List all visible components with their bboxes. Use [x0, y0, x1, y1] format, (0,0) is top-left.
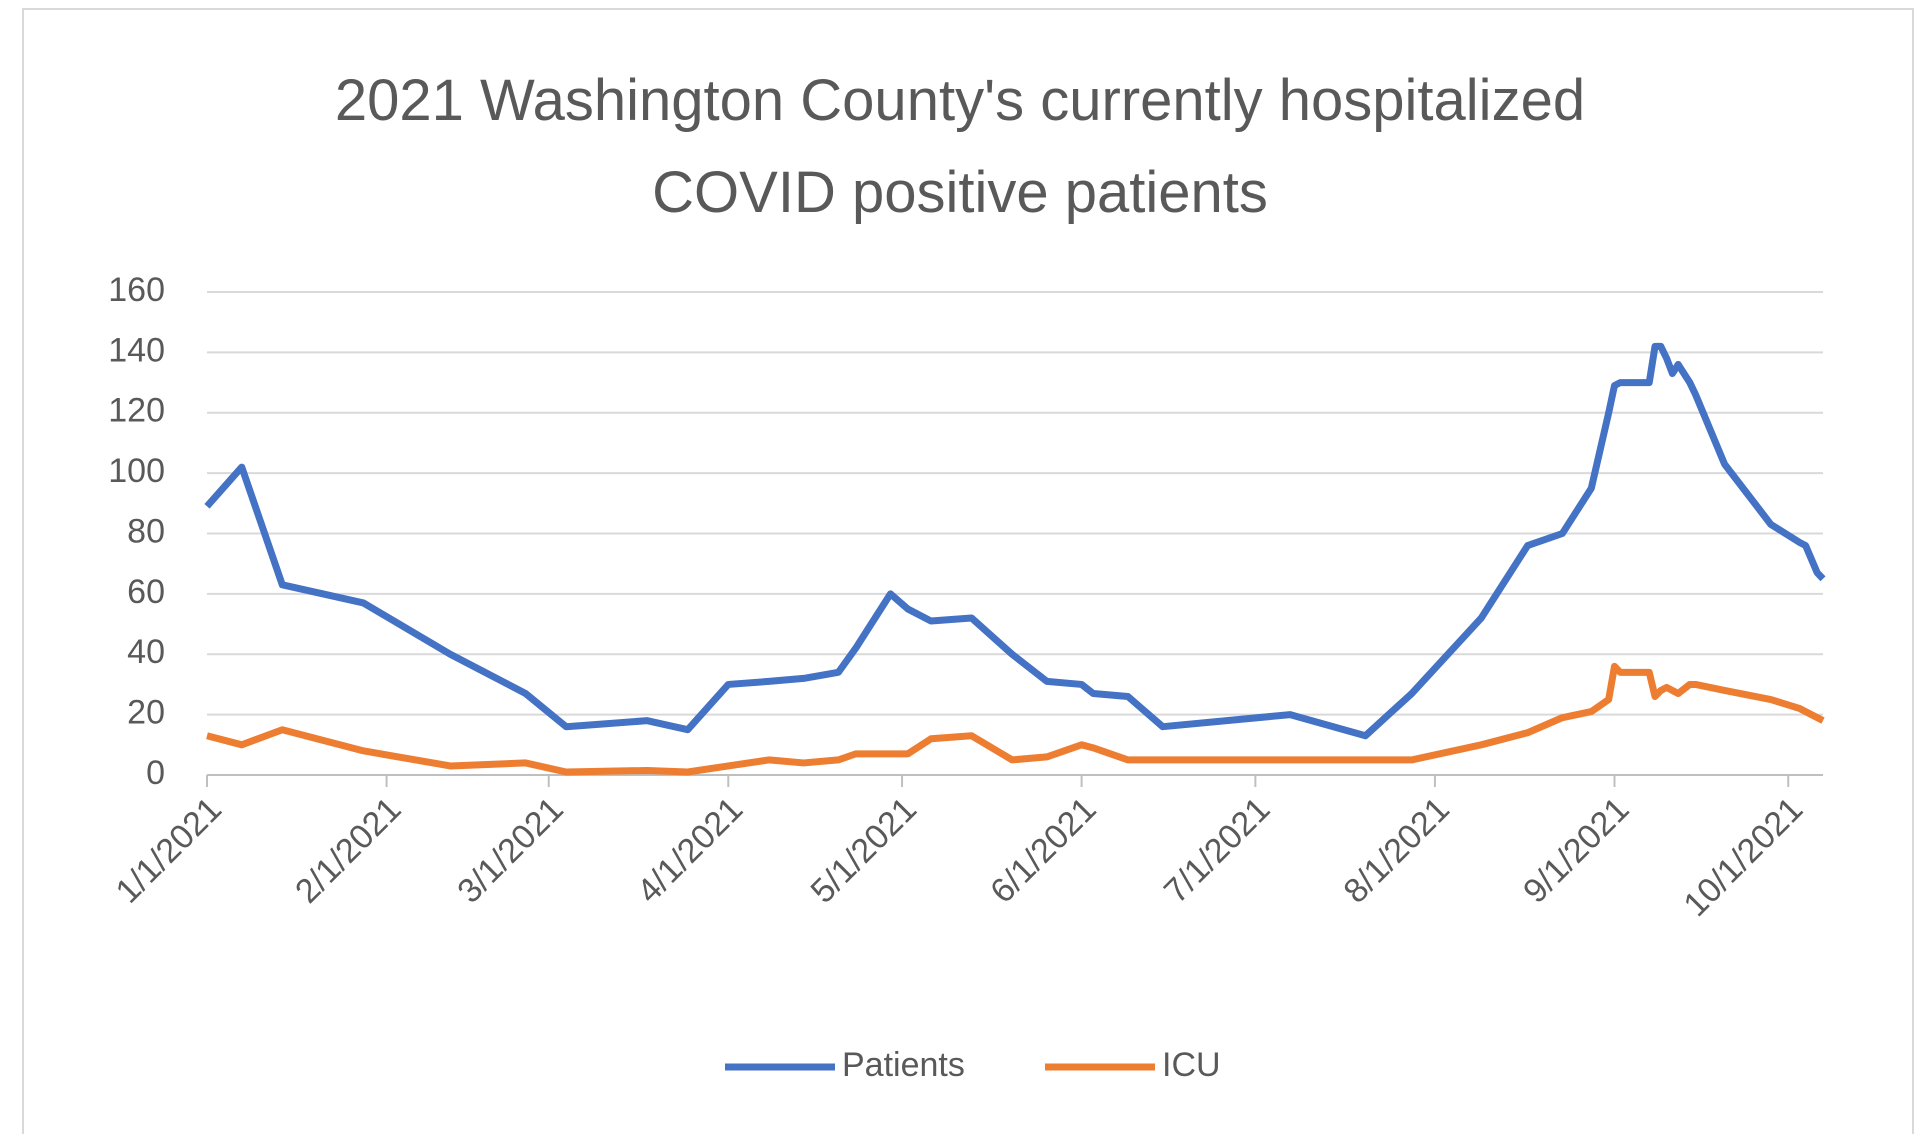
series-line: [204, 342, 1826, 740]
y-tick-label: 40: [127, 633, 165, 671]
y-tick-label: 60: [127, 573, 165, 611]
y-tick-label: 160: [108, 271, 165, 309]
x-tick-label: 9/1/2021: [1516, 790, 1636, 910]
y-tick-label: 80: [127, 512, 165, 550]
x-tick-label: 1/1/2021: [109, 790, 229, 910]
x-tick-label: 8/1/2021: [1336, 790, 1456, 910]
chart-title: 2021 Washington County's currently hospi…: [334, 68, 1586, 225]
x-tick-label: 2/1/2021: [288, 790, 408, 910]
y-tick-label: 140: [108, 331, 165, 369]
x-tick-label: 6/1/2021: [983, 790, 1103, 910]
legend-label: ICU: [1162, 1046, 1221, 1084]
y-tick-label: 0: [146, 754, 165, 792]
y-tick-label: 120: [108, 392, 165, 430]
x-tick-label: 5/1/2021: [804, 790, 924, 910]
y-tick-label: 20: [127, 694, 165, 732]
x-tick-label: 10/1/2021: [1676, 790, 1810, 924]
chart-frame: [22, 8, 1914, 1134]
x-tick-label: 3/1/2021: [450, 790, 570, 910]
y-tick-label: 100: [108, 452, 165, 490]
x-tick-label: 7/1/2021: [1157, 790, 1277, 910]
x-tick-label: 4/1/2021: [630, 790, 750, 910]
legend-label: Patients: [842, 1046, 965, 1084]
series-line: [206, 662, 1825, 776]
